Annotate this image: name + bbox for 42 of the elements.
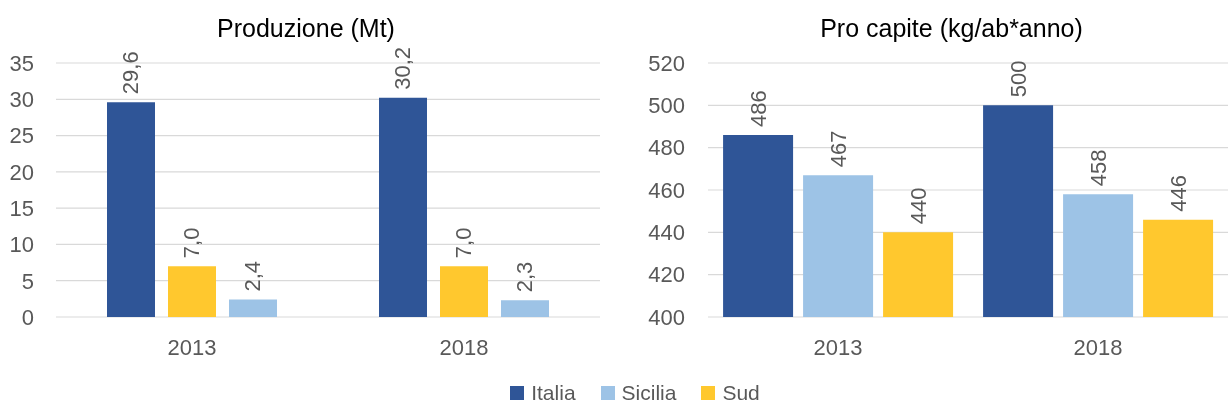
data-label: 7,0: [179, 227, 205, 259]
data-label: 500: [1005, 60, 1031, 98]
bar: [229, 299, 277, 317]
x-tick-label: 2018: [1073, 334, 1123, 360]
legend-label: Italia: [531, 381, 576, 405]
y-tick-label: 400: [648, 304, 685, 330]
data-label: 30,2: [390, 47, 416, 90]
chart-title: Pro capite (kg/ab*anno): [819, 13, 1084, 43]
data-label: 7,0: [451, 227, 477, 259]
bar: [501, 300, 549, 317]
data-label: 2,4: [240, 260, 266, 292]
y-tick-label: 30: [9, 87, 34, 113]
data-label: 467: [825, 130, 851, 168]
y-tick-label: 420: [648, 262, 685, 288]
data-label: 458: [1085, 149, 1111, 187]
y-tick-label: 500: [648, 93, 685, 119]
x-tick-label: 2018: [439, 334, 489, 360]
bar: [379, 97, 427, 317]
y-tick-label: 10: [9, 232, 34, 258]
y-tick-label: 15: [9, 195, 34, 221]
y-tick-label: 20: [9, 159, 34, 185]
data-label: 486: [745, 90, 771, 127]
y-tick-label: 460: [648, 177, 685, 203]
data-label: 29,6: [118, 51, 144, 95]
y-tick-label: 35: [9, 50, 34, 76]
y-tick-label: 480: [648, 135, 685, 161]
legend-label: Sud: [722, 381, 760, 405]
bar: [107, 102, 155, 317]
bar: [168, 266, 216, 317]
y-tick-label: 440: [648, 220, 685, 246]
x-tick-label: 2013: [813, 334, 863, 360]
y-tick-label: 520: [648, 50, 685, 76]
legend-label: Sicilia: [621, 381, 677, 405]
chart-title: Produzione (Mt): [216, 13, 396, 43]
x-tick-label: 2013: [167, 334, 217, 360]
data-label: 446: [1165, 174, 1191, 212]
y-tick-label: 25: [9, 123, 34, 149]
bar: [440, 266, 488, 317]
data-label: 440: [905, 187, 931, 225]
data-label: 2,3: [512, 261, 538, 293]
y-tick-label: 0: [21, 304, 34, 330]
y-tick-label: 5: [21, 268, 34, 294]
